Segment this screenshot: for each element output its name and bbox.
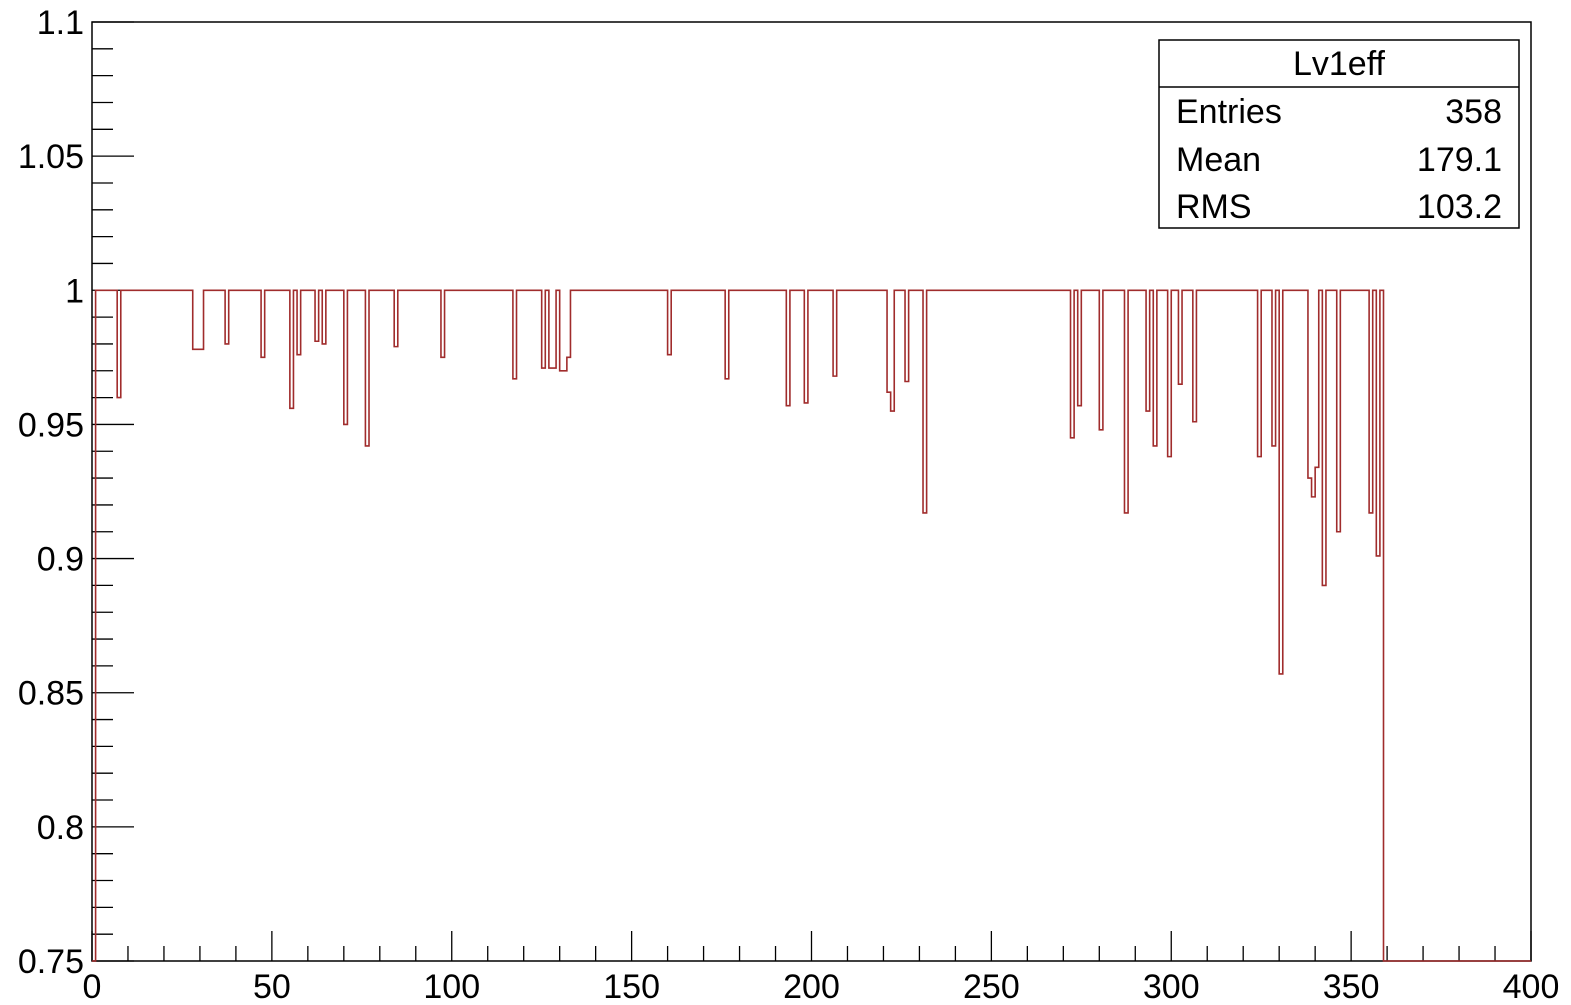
y-tick-label: 0.95	[18, 406, 84, 444]
x-tick-label: 250	[963, 968, 1020, 1005]
x-tick-label: 150	[603, 968, 660, 1005]
y-tick-label: 1.1	[37, 4, 84, 42]
y-tick-label: 1.05	[18, 138, 84, 176]
stats-box-title: Lv1eff	[1293, 45, 1386, 83]
stats-mean-value: 179.1	[1417, 141, 1502, 179]
stats-box: Lv1eff Entries 358 Mean 179.1 RMS 103.2	[1158, 39, 1520, 229]
histogram-line	[92, 289, 1531, 962]
y-tick-label: 0.85	[18, 675, 84, 713]
x-tick-label: 400	[1503, 968, 1560, 1005]
y-axis-tick-labels: 0.75 0.8 0.85 0.9 0.95 1 1.05 1.1	[18, 4, 84, 981]
y-tick-label: 0.8	[37, 809, 84, 847]
x-axis-ticks	[91, 931, 1532, 961]
x-tick-label: 200	[783, 968, 840, 1005]
y-axis-ticks	[92, 21, 134, 962]
x-tick-label: 50	[253, 968, 291, 1005]
y-tick-label: 0.9	[37, 541, 84, 579]
x-tick-label: 300	[1143, 968, 1200, 1005]
y-tick-label: 1	[65, 272, 84, 310]
stats-rms-value: 103.2	[1417, 188, 1502, 226]
x-tick-label: 100	[423, 968, 480, 1005]
x-tick-label: 0	[83, 968, 102, 1005]
x-axis-tick-labels: 0 50 100 150 200 250 300 350 400	[83, 968, 1560, 1005]
stats-rms-label: RMS	[1176, 188, 1252, 226]
stats-entries-value: 358	[1445, 93, 1502, 131]
stats-entries-label: Entries	[1176, 93, 1282, 131]
stats-mean-label: Mean	[1176, 141, 1261, 179]
x-tick-label: 350	[1323, 968, 1380, 1005]
stats-box-frame	[1158, 39, 1520, 229]
y-tick-label: 0.75	[18, 943, 84, 981]
